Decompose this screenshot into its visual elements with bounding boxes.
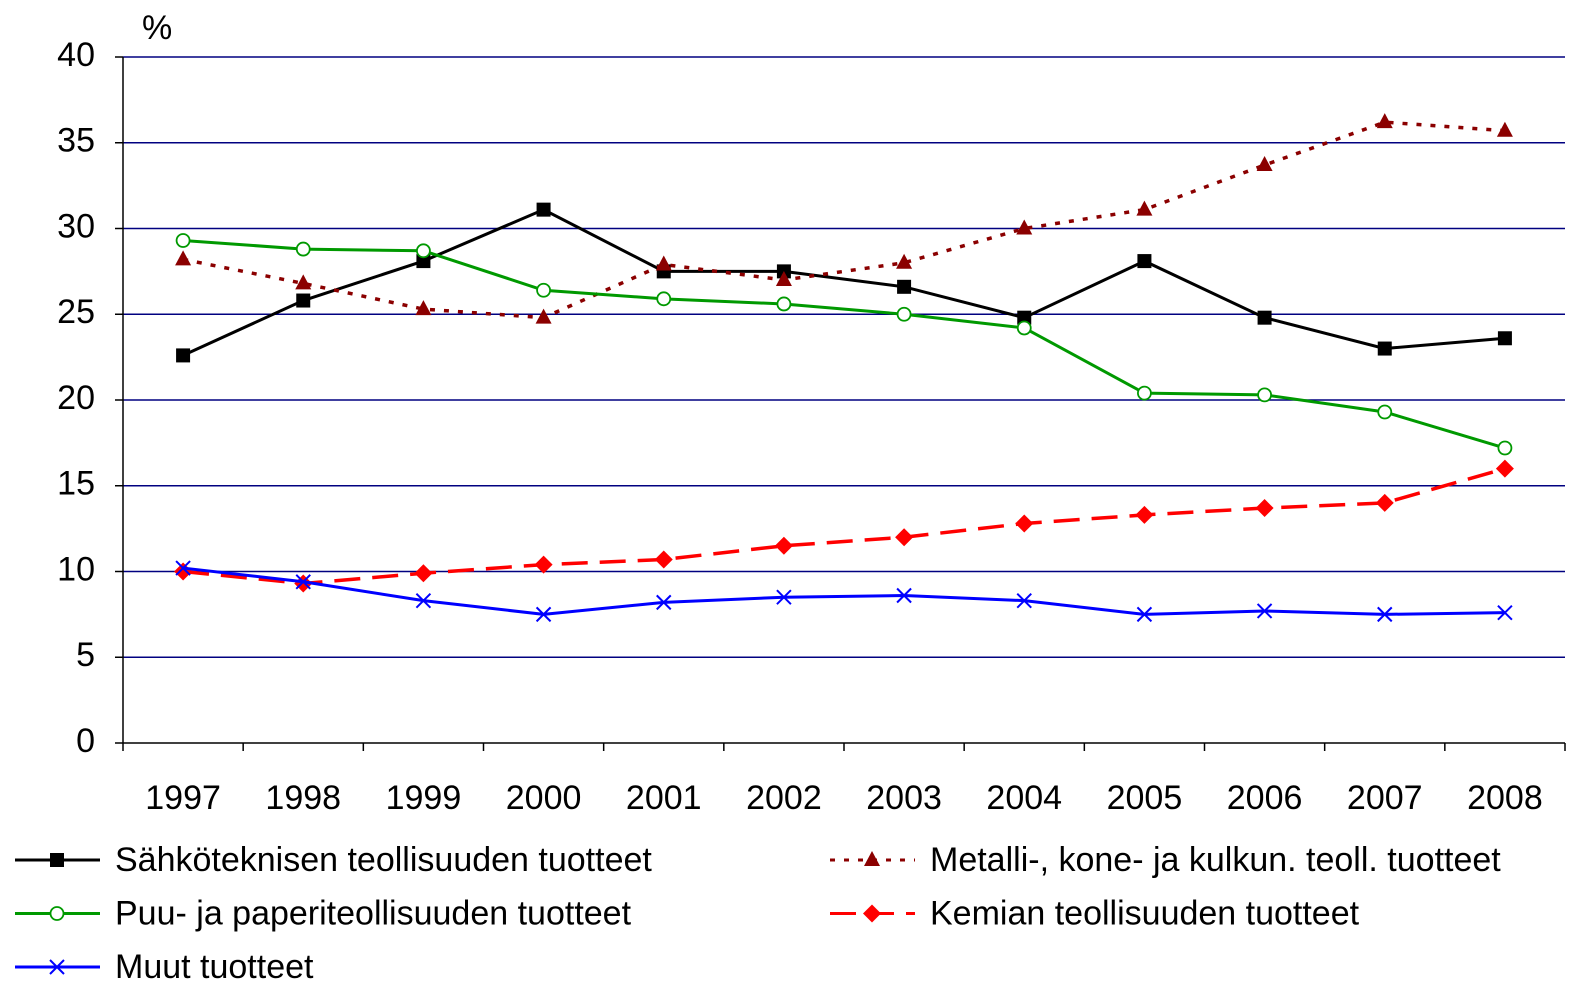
- x-tick-label: 2003: [866, 779, 942, 817]
- series-line: [182, 239, 1506, 450]
- y-tick-label: 20: [57, 379, 95, 417]
- marker: [896, 306, 912, 322]
- marker: [776, 296, 792, 312]
- marker: [1136, 200, 1153, 216]
- y-tick-label: 10: [57, 550, 95, 588]
- marker: [1497, 331, 1512, 346]
- marker: [49, 959, 65, 975]
- marker: [1255, 499, 1274, 518]
- marker: [1496, 121, 1513, 137]
- marker: [295, 241, 311, 257]
- marker: [536, 282, 551, 298]
- marker: [895, 528, 914, 547]
- y-tick-label: 15: [57, 465, 95, 503]
- marker: [1137, 254, 1152, 269]
- marker: [655, 255, 672, 271]
- marker: [294, 574, 313, 593]
- x-tick-label: 1999: [386, 779, 462, 817]
- x-tick-label: 2004: [986, 779, 1062, 817]
- marker: [1016, 219, 1033, 235]
- y-tick-label: 30: [57, 207, 95, 245]
- marker: [1136, 606, 1153, 623]
- x-tick-label: 1997: [145, 779, 221, 817]
- marker: [1497, 604, 1513, 621]
- marker: [415, 592, 432, 609]
- marker: [414, 564, 433, 583]
- marker: [1377, 606, 1393, 623]
- marker: [536, 202, 551, 217]
- marker: [175, 560, 191, 576]
- marker: [656, 594, 672, 611]
- x-tick-label: 1998: [265, 779, 341, 817]
- legend-label: Sähköteknisen teollisuuden tuotteet: [115, 841, 652, 879]
- legend-label: Puu- ja paperiteollisuuden tuotteet: [115, 894, 632, 932]
- marker: [50, 853, 64, 867]
- marker: [896, 253, 913, 269]
- marker: [1137, 385, 1152, 401]
- y-tick-label: 5: [76, 636, 95, 674]
- marker: [416, 243, 431, 259]
- marker: [175, 250, 192, 266]
- marker: [296, 293, 311, 308]
- marker: [1377, 404, 1393, 420]
- marker: [774, 536, 793, 555]
- y-tick-label: 40: [57, 36, 95, 74]
- marker: [174, 562, 193, 581]
- series-line: [182, 466, 1506, 586]
- marker: [415, 300, 432, 316]
- series-line: [182, 566, 1505, 616]
- x-tick-label: 2008: [1467, 779, 1543, 817]
- marker: [49, 906, 65, 921]
- marker: [1017, 310, 1032, 325]
- marker: [654, 550, 673, 569]
- marker: [1497, 440, 1513, 456]
- x-tick-label: 2000: [506, 779, 582, 817]
- marker: [1257, 310, 1272, 325]
- marker: [1376, 113, 1393, 129]
- marker: [863, 904, 881, 923]
- marker: [1256, 156, 1273, 172]
- series-line: [182, 120, 1506, 320]
- marker: [776, 589, 792, 605]
- marker: [176, 348, 191, 363]
- y-tick-label: 25: [57, 293, 95, 331]
- marker: [295, 574, 311, 590]
- legend-label: Metalli-, kone- ja kulkun. teoll. tuotte…: [930, 841, 1501, 879]
- x-tick-label: 2001: [626, 779, 702, 817]
- marker: [1257, 387, 1272, 403]
- marker: [864, 851, 880, 866]
- marker: [1377, 341, 1392, 356]
- marker: [1256, 603, 1273, 619]
- marker: [775, 270, 792, 286]
- marker: [416, 254, 431, 269]
- marker: [896, 587, 912, 604]
- x-tick-label: 2005: [1107, 779, 1183, 817]
- series-line: [182, 207, 1506, 357]
- legend-label: Kemian teollisuuden tuotteet: [930, 894, 1360, 932]
- y-axis-label: %: [142, 9, 172, 47]
- legend-label: Muut tuotteet: [115, 948, 314, 986]
- marker: [656, 291, 672, 307]
- marker: [1016, 592, 1032, 609]
- marker: [175, 233, 191, 248]
- x-tick-label: 2007: [1347, 779, 1423, 817]
- marker: [1375, 493, 1394, 512]
- marker: [295, 274, 312, 290]
- marker: [1495, 459, 1514, 478]
- marker: [535, 606, 552, 623]
- marker: [897, 279, 912, 294]
- x-tick-label: 2002: [746, 779, 822, 817]
- marker: [534, 555, 553, 574]
- y-tick-label: 35: [57, 122, 95, 160]
- marker: [1015, 514, 1034, 533]
- marker: [1135, 505, 1154, 524]
- marker: [1016, 320, 1032, 336]
- x-tick-label: 2006: [1227, 779, 1303, 817]
- y-tick-label: 0: [76, 722, 95, 760]
- marker: [535, 308, 552, 324]
